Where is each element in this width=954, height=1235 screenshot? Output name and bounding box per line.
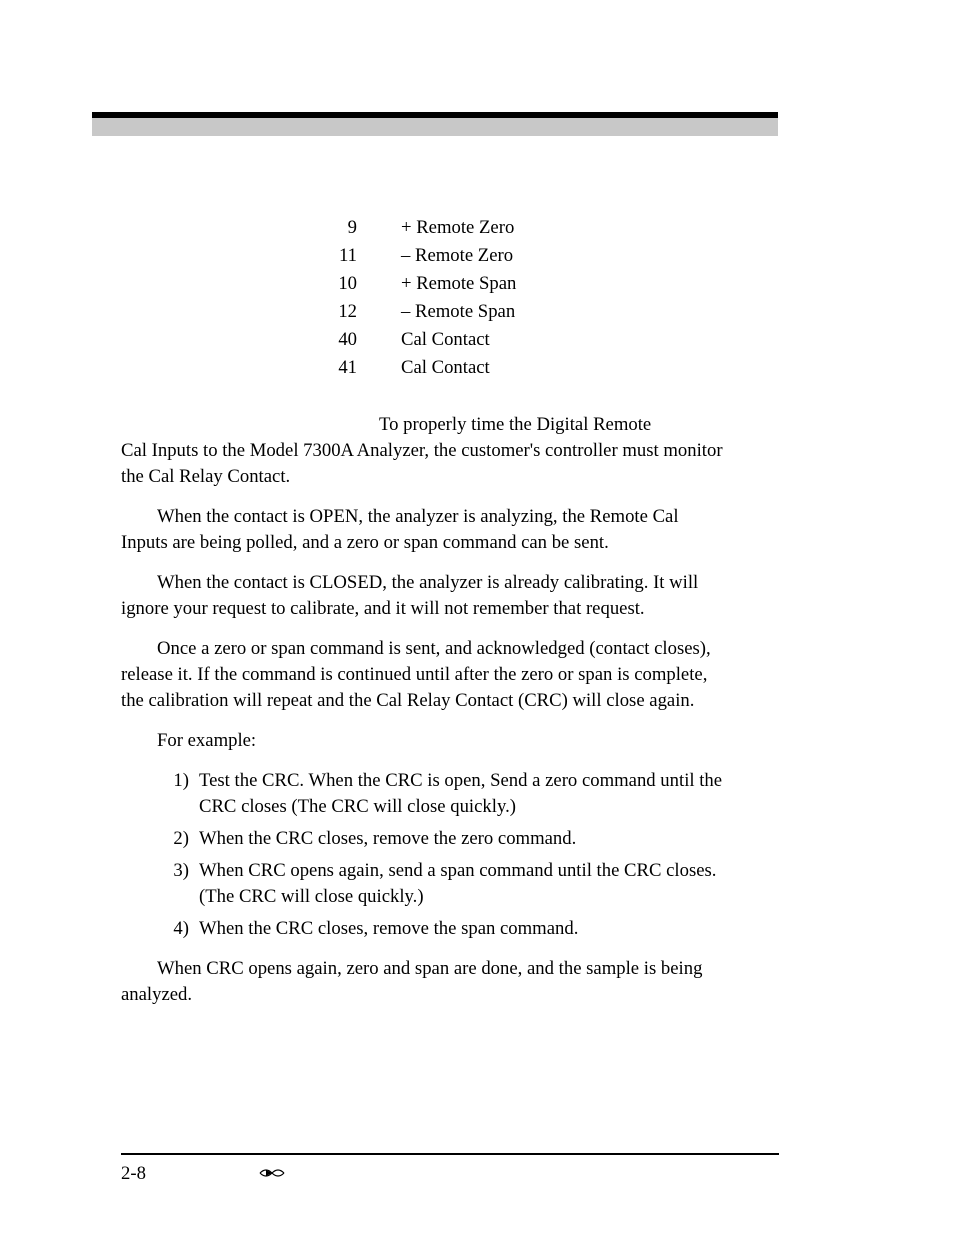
list-item-number: 2) xyxy=(163,826,189,852)
pin-number: 10 xyxy=(309,270,357,298)
pin-label: + Remote Zero xyxy=(401,214,514,242)
pin-number: 9 xyxy=(309,214,357,242)
table-row: 41 Cal Contact xyxy=(309,354,729,382)
list-item-number: 4) xyxy=(163,916,189,942)
list-item: 3) When CRC opens again, send a span com… xyxy=(121,858,729,910)
list-item: 4) When the CRC closes, remove the span … xyxy=(121,916,729,942)
teledyne-logo-icon xyxy=(258,1164,286,1182)
list-item: 1) Test the CRC. When the CRC is open, S… xyxy=(121,768,729,820)
page-content: 9 + Remote Zero 11 – Remote Zero 10 + Re… xyxy=(121,214,729,1022)
pin-label: + Remote Span xyxy=(401,270,516,298)
body-paragraph: For example: xyxy=(121,728,729,754)
table-row: 10 + Remote Span xyxy=(309,270,729,298)
pin-label: – Remote Span xyxy=(401,298,515,326)
list-item-text: When the CRC closes, remove the zero com… xyxy=(199,826,729,852)
pin-label: Cal Contact xyxy=(401,326,490,354)
footer-rule xyxy=(121,1153,779,1155)
pin-number: 12 xyxy=(309,298,357,326)
pin-label: Cal Contact xyxy=(401,354,490,382)
document-page: 9 + Remote Zero 11 – Remote Zero 10 + Re… xyxy=(0,0,954,1235)
list-item-text: When the CRC closes, remove the span com… xyxy=(199,916,729,942)
table-row: 40 Cal Contact xyxy=(309,326,729,354)
table-row: 9 + Remote Zero xyxy=(309,214,729,242)
list-item-number: 1) xyxy=(163,768,189,820)
paragraph-lead: To properly time the Digital Remote xyxy=(379,412,651,438)
pin-number: 11 xyxy=(309,242,357,270)
page-number: 2-8 xyxy=(121,1163,146,1185)
table-row: 11 – Remote Zero xyxy=(309,242,729,270)
body-paragraph: To properly time the Digital Remote Cal … xyxy=(121,412,729,490)
body-paragraph: When the contact is OPEN, the analyzer i… xyxy=(121,504,729,556)
numbered-list: 1) Test the CRC. When the CRC is open, S… xyxy=(121,768,729,942)
header-black-bar xyxy=(92,112,778,118)
pin-number: 40 xyxy=(309,326,357,354)
paragraph-rest: Cal Inputs to the Model 7300A Analyzer, … xyxy=(121,440,723,487)
list-item-text: When CRC opens again, send a span comman… xyxy=(199,858,729,910)
pin-number: 41 xyxy=(309,354,357,382)
pin-label: – Remote Zero xyxy=(401,242,513,270)
table-row: 12 – Remote Span xyxy=(309,298,729,326)
body-paragraph: Once a zero or span command is sent, and… xyxy=(121,636,729,714)
list-item: 2) When the CRC closes, remove the zero … xyxy=(121,826,729,852)
list-item-number: 3) xyxy=(163,858,189,910)
pin-assignment-table: 9 + Remote Zero 11 – Remote Zero 10 + Re… xyxy=(309,214,729,382)
body-paragraph: When the contact is CLOSED, the analyzer… xyxy=(121,570,729,622)
body-paragraph: When CRC opens again, zero and span are … xyxy=(121,956,729,1008)
list-item-text: Test the CRC. When the CRC is open, Send… xyxy=(199,768,729,820)
